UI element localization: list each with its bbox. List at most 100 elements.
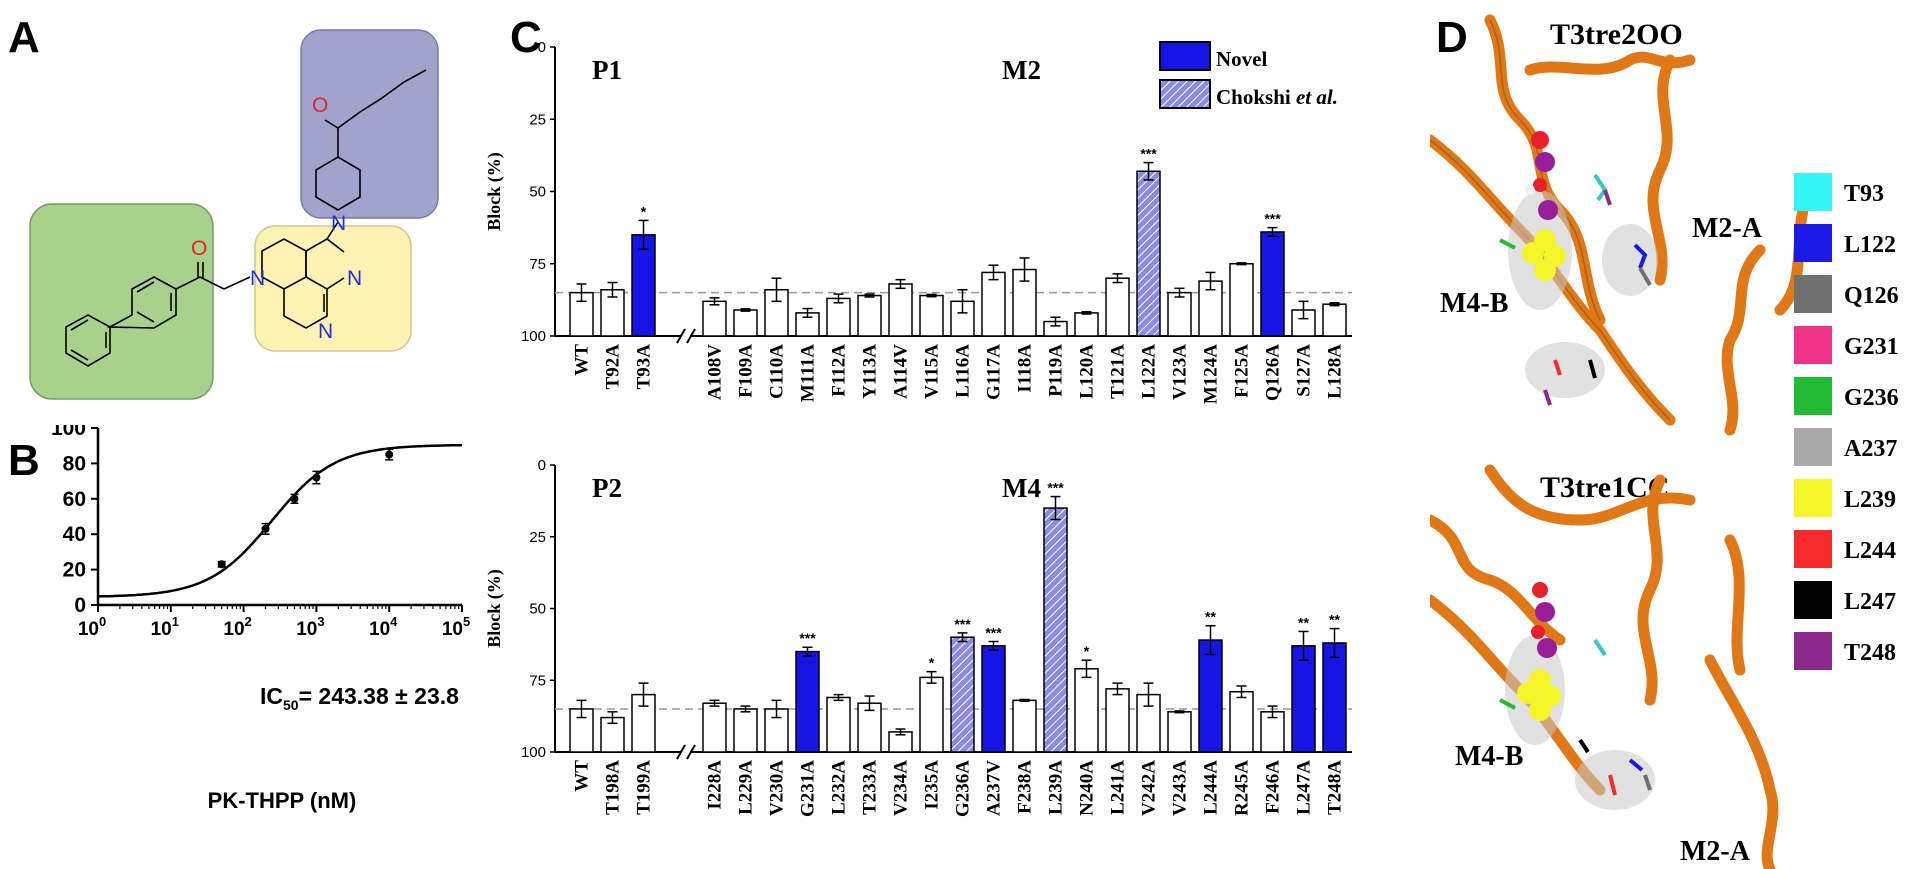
residue-label: L247 [1844,589,1896,615]
category-label: T233A [860,760,881,815]
fit-curve [98,443,462,598]
data-point [261,524,270,533]
structure-bottom-m4-label: M4-B [1455,741,1523,772]
residue-label: Q126 [1844,283,1899,309]
y-tick-label: 0 [538,457,546,474]
significance-label: * [929,655,935,671]
residue-label: L244 [1844,538,1896,564]
y-tick-label: 100 [521,744,546,761]
bar-legend: Novel Chokshi et al. [1159,41,1338,109]
category-label: I228A [705,760,726,810]
structure-bottom-m2-label: M2-A [1680,836,1751,867]
category-label: L232A [829,760,850,815]
residue-swatch-G231 [1794,326,1832,364]
category-label: P119A [1046,344,1067,397]
significance-label: *** [1047,480,1064,496]
bar-A108V [702,300,727,337]
panel-a: A O O N N N N [8,13,439,400]
data-point [217,560,226,569]
category-label: V243A [1170,760,1191,816]
x-tick-label: 100 [78,614,106,640]
category-label: L116A [953,344,974,398]
bar-T121A [1105,277,1130,337]
bar-L128A [1322,303,1347,337]
bar-G231A [795,650,820,753]
category-label: M111A [798,344,819,402]
bar-L244A [1198,639,1223,753]
atom-n-piperidine: N [331,212,346,235]
bar-L241A [1105,688,1130,753]
y-tick-label: 75 [529,672,546,689]
category-label: L247A [1294,760,1315,815]
y-tick-label: 25 [529,529,546,546]
bar-Y113A [857,294,882,337]
axis-break [676,744,686,760]
category-label: L241A [1108,760,1129,815]
y-tick-label: 100 [521,328,546,345]
significance-label: *** [985,625,1002,641]
panel-b-letter: B [8,436,40,485]
y-tick-label: 100 [51,425,86,440]
significance-label: *** [1264,211,1281,227]
data-point [385,450,394,459]
significance-label: ** [1205,609,1216,625]
category-label: L128A [1325,344,1346,399]
category-label: WT [572,760,593,792]
piperidine-highlight [300,29,439,219]
panel-c-letter: C [510,13,542,62]
residue-swatch-A237 [1794,428,1832,466]
residue-legend: T93 L122 Q126 G231 G236 A237 L239 L244 L247 T248 [1794,173,1899,670]
y-tick-label: 40 [63,523,86,546]
atom-o-ketone: O [312,94,328,117]
category-label: N240A [1077,760,1098,816]
category-label: A114V [891,344,912,399]
category-label: V230A [767,760,788,816]
legend-novel-swatch [1159,41,1211,71]
category-label: L120A [1077,344,1098,399]
category-label: T198A [603,760,624,815]
category-label: G236A [953,760,974,817]
biphenyl-highlight [29,203,214,400]
panel-c-chart: C 0 25 50 75 100 Block (%) WT T92A * T93A A108V F10… [484,13,1352,817]
x-axis-label: PK-THPP (nM) [208,788,357,813]
category-label: WT [572,344,593,376]
pyrimidine-highlight [254,225,412,352]
category-label: T121A [1108,344,1129,399]
significance-label: * [641,203,647,219]
category-label: V115A [922,344,943,399]
x-tick-label: 104 [369,614,398,640]
category-label: L244A [1201,760,1222,815]
bar-F112A [826,297,851,337]
y-axis-label: Block (%) [484,569,505,648]
y-tick-label: 0 [538,39,546,56]
bar-I235A [919,676,944,753]
ligand-top [1522,229,1566,281]
residue-swatch-Q126 [1794,275,1832,313]
panel-a-letter: A [8,13,40,62]
residue-swatch-L239 [1794,479,1832,517]
residue-swatch-T93 [1794,173,1832,211]
category-label: L229A [736,760,757,815]
bar-V123A [1167,291,1192,337]
bar-V115A [919,294,944,337]
bar-I228A [702,702,727,753]
ligand-bottom [1517,669,1561,721]
category-label: F112A [829,344,850,397]
bar-L229A [733,708,758,753]
x-tick-label: 105 [442,614,470,640]
panel-d: D T3tre2OO [1430,13,1899,869]
bar-F109A [733,309,758,337]
category-label: T199A [634,760,655,815]
structure-top-m2-label: M2-A [1692,213,1763,244]
panel-b-chart: B 0 20 40 60 80 100 100 101 102 103 104 105 IC50= 2… [8,425,470,813]
data-point [312,473,321,482]
bar-L120A [1074,312,1099,337]
bar-G117A [981,271,1006,337]
structure-top: T3tre2OO [1430,14,1816,436]
atom-o-carbonyl: O [191,237,207,260]
significance-label: ** [1298,614,1309,630]
ions-top [1525,131,1558,220]
category-label: Y113A [860,344,881,399]
y-tick-label: 0 [74,594,86,617]
bar-F238A [1012,699,1037,753]
